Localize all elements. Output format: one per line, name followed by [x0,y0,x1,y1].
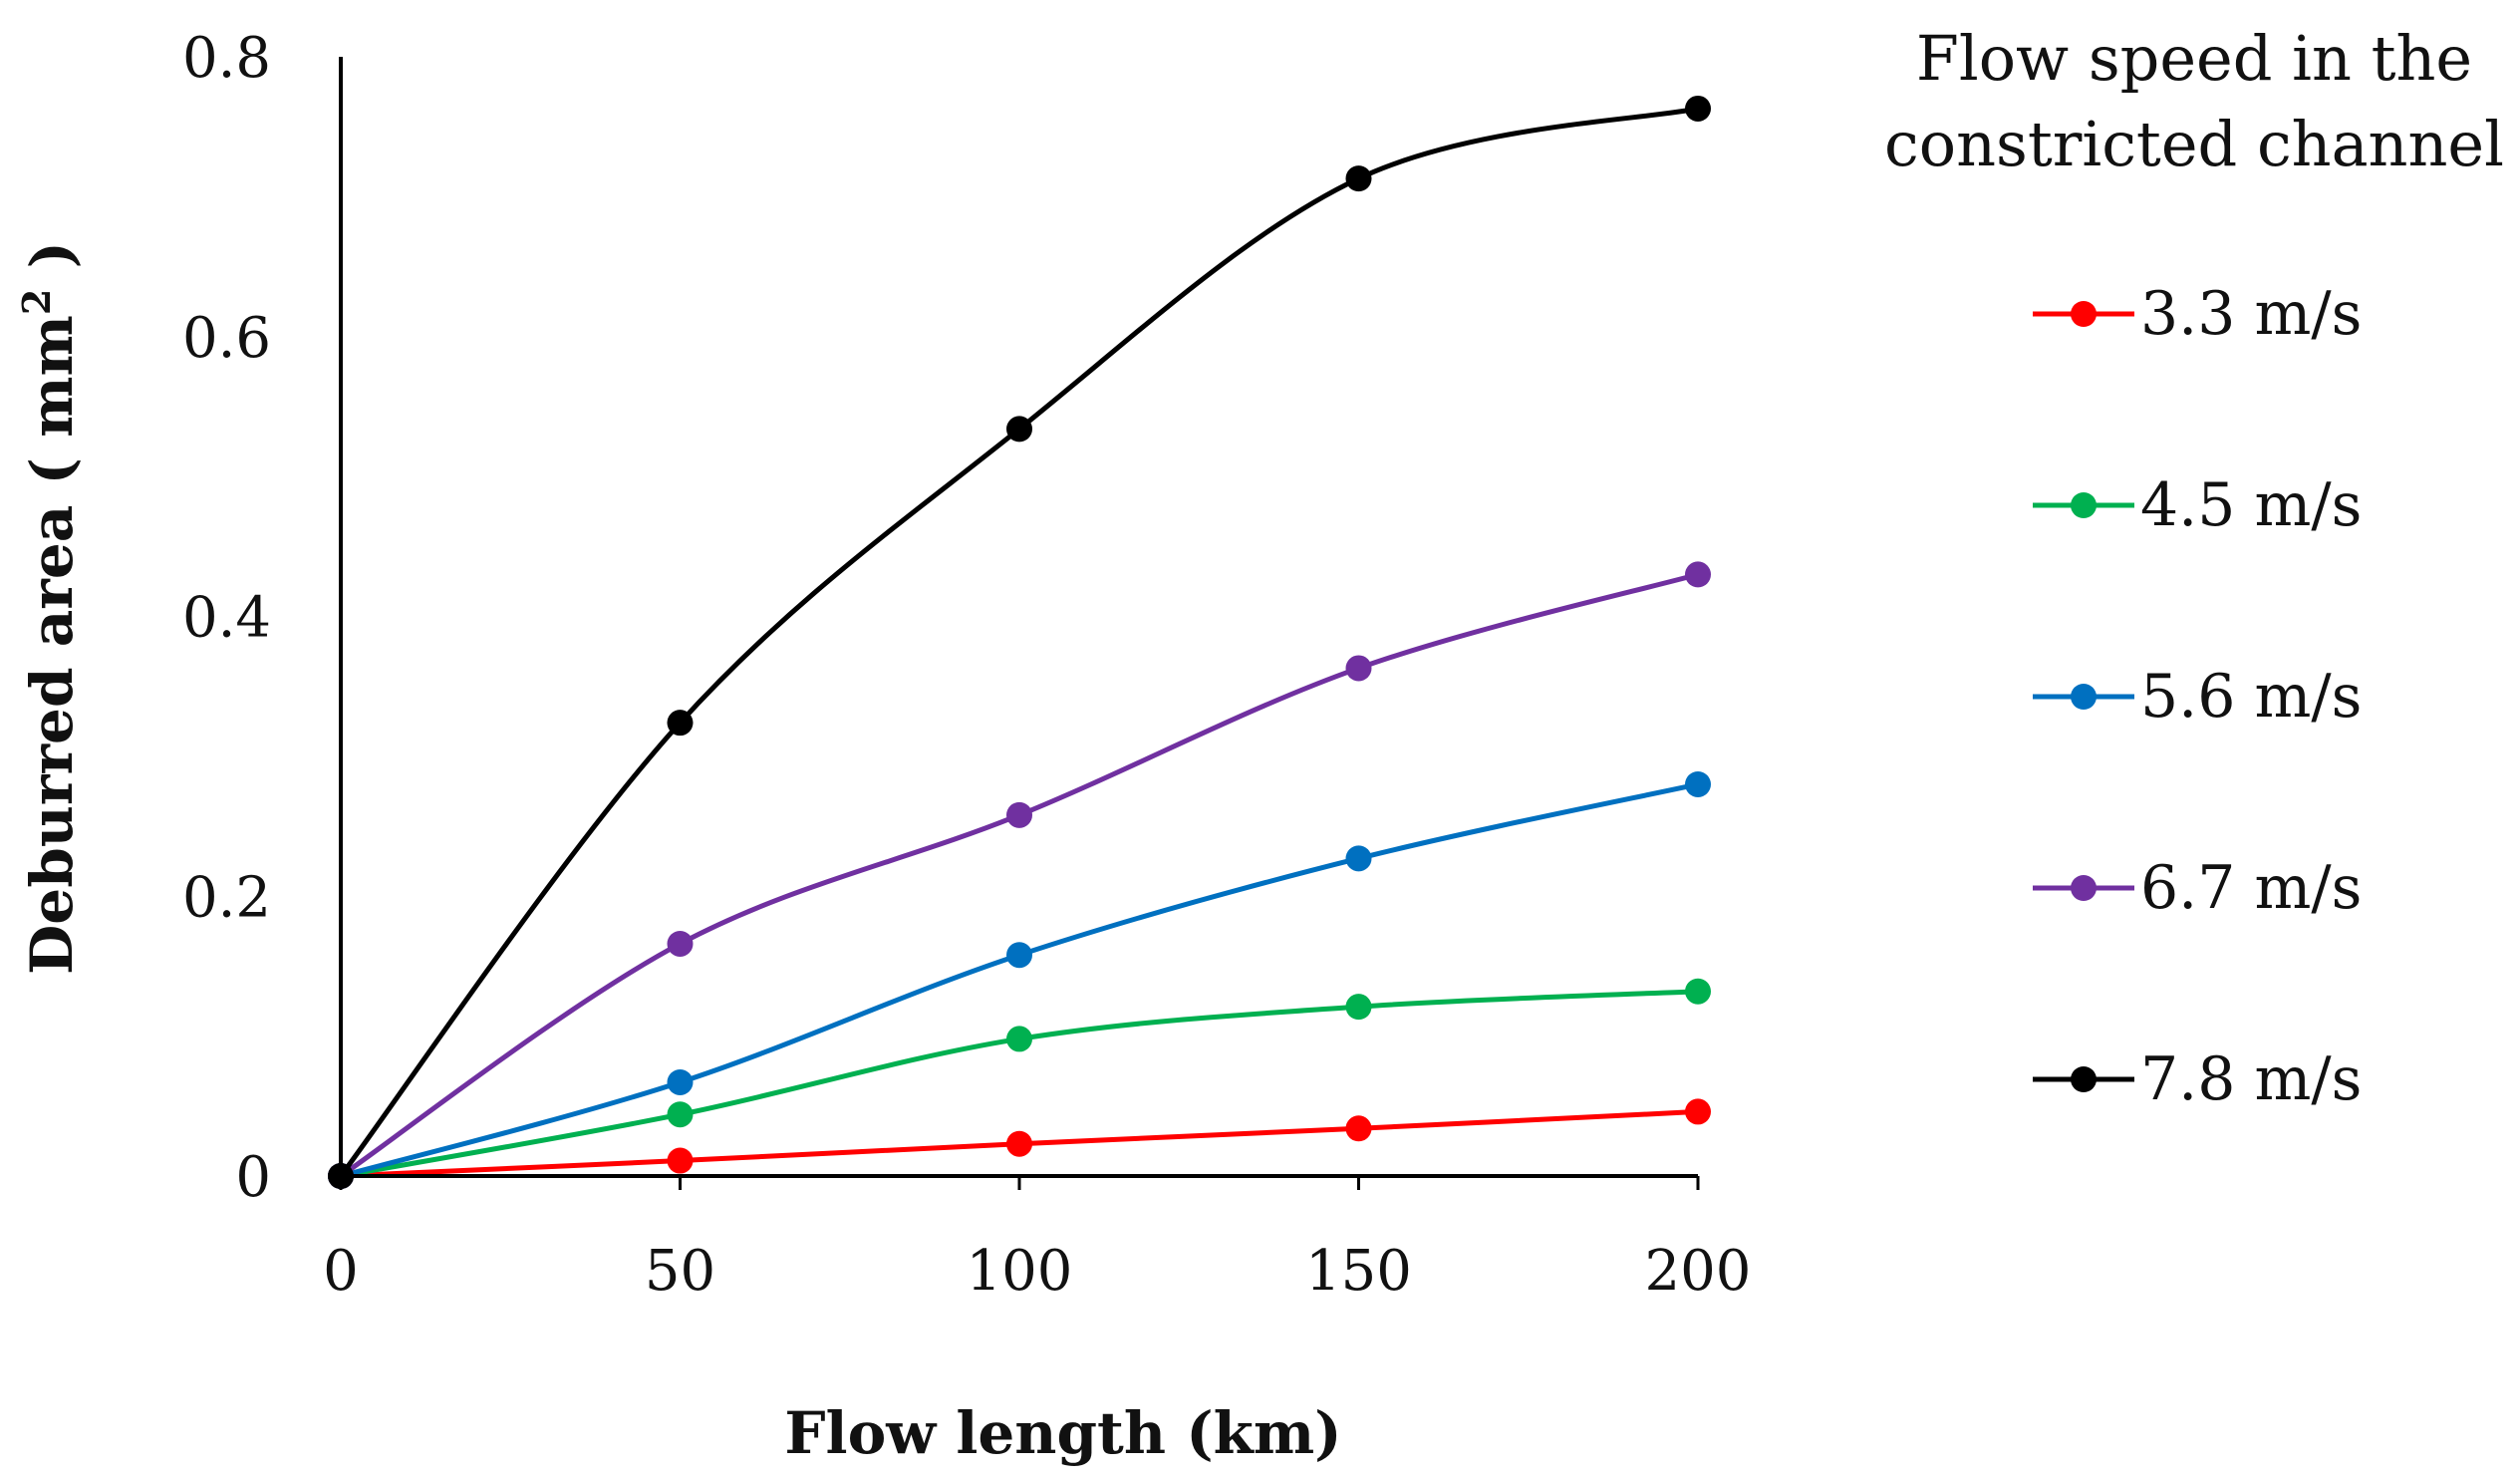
y-axis-title: Deburred area ( mm2 ) [14,241,86,975]
x-tick-label: 50 [645,1239,715,1304]
y-tick-label: 0 [235,1145,271,1210]
data-point-4-5-m-s [1345,994,1372,1021]
y-tick-label: 0.6 [182,306,271,371]
data-point-6-7-m-s [1685,561,1711,588]
legend-swatch-marker-4-5-m-s [2071,492,2097,518]
legend-swatch-marker-3-3-m-s [2071,301,2097,327]
x-axis-title: Flow length (km) [784,1399,1341,1467]
data-point-6-7-m-s [667,930,694,957]
legend-items: 3.3 m/s 4.5 m/s 5.6 m/s 6.7 m/s 7.8 m/s [2033,279,2362,1114]
data-point-3-3-m-s [1345,1115,1372,1142]
series-line-7-8-m-s [338,106,1699,1178]
x-tick-label: 200 [1645,1239,1752,1304]
legend-swatch-marker-6-7-m-s [2071,875,2097,901]
data-point-7-8-m-s [1345,165,1372,192]
y-axis-title-main: Deburred area ( mm [18,315,86,975]
legend-swatch-marker-5-6-m-s [2071,684,2097,710]
data-point-5-6-m-s [1006,942,1032,969]
legend-title-line-2: constricted channel [1884,108,2504,180]
data-point-7-8-m-s [667,710,694,737]
data-point-4-5-m-s [667,1101,694,1128]
data-point-5-6-m-s [1345,845,1372,872]
x-tick-label: 100 [967,1239,1073,1304]
y-tick-label: 0.4 [182,586,271,651]
x-tick-label: 0 [323,1239,359,1304]
series-layer [328,95,1711,1189]
data-point-7-8-m-s [1685,95,1711,122]
data-point-3-3-m-s [667,1147,694,1174]
data-point-5-6-m-s [667,1068,694,1095]
y-axis-title-superscript: 2 [14,289,59,315]
y-axis-title-suffix: ) [18,241,86,289]
series-line-5-6-m-s [340,781,1699,1179]
data-point-4-5-m-s [1685,978,1711,1005]
data-point-7-8-m-s [1006,416,1032,443]
legend-label-3-3-m-s: 3.3 m/s [2140,279,2362,349]
legend-title-line-1: Flow speed in the [1916,22,2472,95]
x-ticks: 0 50 100 150 200 [323,1176,1751,1304]
y-tick-label: 0.8 [182,26,271,91]
data-point-5-6-m-s [1685,770,1711,797]
series-line-6-7-m-s [339,571,1699,1179]
legend-label-6-7-m-s: 6.7 m/s [2140,853,2362,923]
y-tick-label: 0.2 [182,865,271,930]
data-point-6-7-m-s [1345,655,1372,682]
legend-label-5-6-m-s: 5.6 m/s [2140,662,2362,732]
data-point-6-7-m-s [1006,801,1032,828]
data-point-3-3-m-s [1685,1098,1711,1125]
legend-swatch-marker-7-8-m-s [2071,1066,2097,1092]
legend: Flow speed in the constricted channel 3.… [1884,22,2504,1114]
data-point-4-5-m-s [1006,1026,1032,1052]
x-tick-label: 150 [1305,1239,1412,1304]
data-point-3-3-m-s [1006,1130,1032,1157]
y-ticks: 0 0.2 0.4 0.6 0.8 [182,26,271,1210]
legend-label-7-8-m-s: 7.8 m/s [2140,1044,2362,1114]
legend-label-4-5-m-s: 4.5 m/s [2140,470,2362,540]
